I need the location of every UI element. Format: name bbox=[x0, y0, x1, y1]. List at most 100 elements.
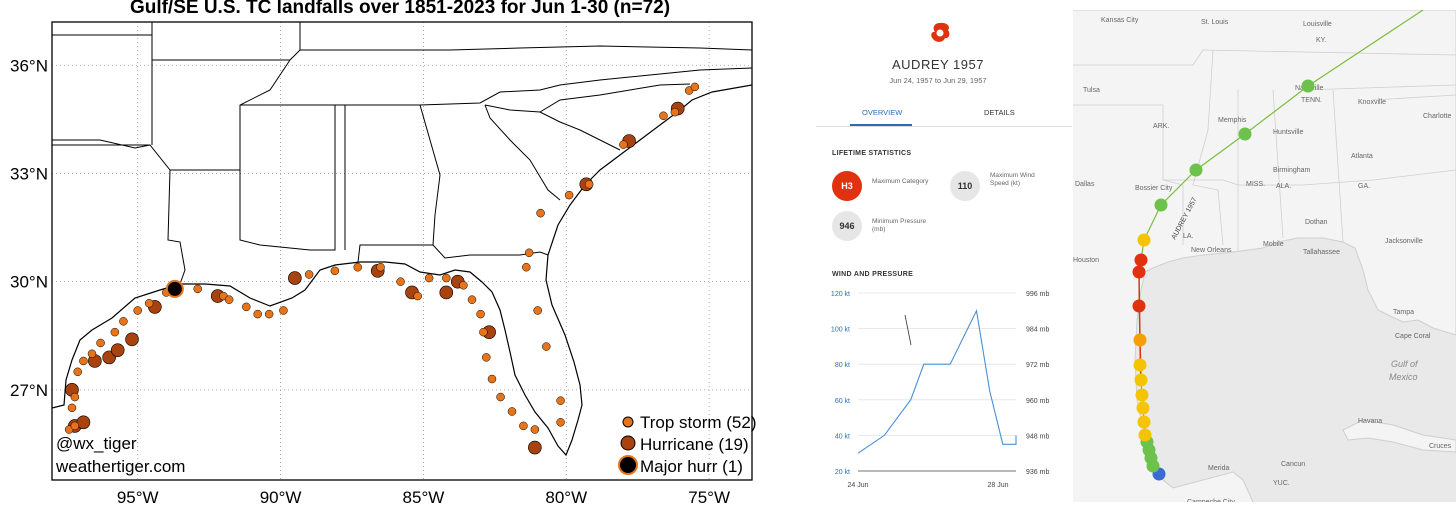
storm-name: AUDREY 1957 bbox=[892, 57, 984, 72]
hurricane-point bbox=[528, 440, 542, 455]
map-place-label: Charlotte bbox=[1423, 113, 1452, 120]
trop-storm-point bbox=[96, 338, 105, 348]
trop-storm-point bbox=[556, 418, 565, 427]
landfall-points bbox=[64, 82, 700, 455]
map-place-label: Birmingham bbox=[1273, 167, 1311, 174]
tab-bar: OVERVIEW DETAILS bbox=[816, 100, 1072, 127]
hurricane-point bbox=[110, 343, 125, 357]
trop-storm-point bbox=[619, 140, 628, 149]
map-place-label: Tulsa bbox=[1083, 87, 1100, 94]
trop-storm-point bbox=[242, 302, 251, 312]
wind-x-label: 24 Jun bbox=[847, 482, 868, 489]
landfall-map-panel: Gulf/SE U.S. TC landfalls over 1851-2023… bbox=[10, 0, 757, 505]
trop-storm-point bbox=[119, 317, 128, 326]
map-place-label: Louisville bbox=[1303, 21, 1332, 28]
pressure-axis-label: 972 mb bbox=[1026, 362, 1049, 369]
trop-storm-point bbox=[507, 407, 517, 416]
land-outline bbox=[52, 22, 752, 457]
trop-storm-point bbox=[413, 291, 422, 301]
trop-storm-point bbox=[556, 396, 565, 405]
lon-tick-label: 75°W bbox=[688, 488, 730, 505]
map-place-label: Jacksonville bbox=[1385, 238, 1423, 245]
trop-storm-point bbox=[330, 266, 340, 276]
track-point bbox=[1136, 401, 1150, 415]
legend-marker-major bbox=[618, 455, 638, 475]
tab-details[interactable]: DETAILS bbox=[984, 108, 1015, 117]
track-point bbox=[1137, 415, 1151, 429]
max-wind-badge: 110 bbox=[950, 171, 980, 201]
trop-storm-point bbox=[479, 327, 488, 337]
state-borders bbox=[1073, 49, 1456, 250]
map-place-label: KY. bbox=[1316, 37, 1326, 44]
lifetime-stats-header: LIFETIME STATISTICS bbox=[832, 150, 912, 157]
lat-tick-label: 36°N bbox=[10, 56, 48, 75]
wind-series-line bbox=[857, 309, 1017, 454]
track-point bbox=[1238, 127, 1252, 141]
map-place-label: Cancun bbox=[1281, 461, 1305, 468]
pressure-axis-label: 948 mb bbox=[1026, 433, 1049, 440]
wind-axis-label: 80 kt bbox=[835, 362, 850, 369]
trop-storm-point bbox=[542, 342, 551, 351]
map-place-label: MISS. bbox=[1246, 181, 1265, 188]
storm-dates: Jun 24, 1957 to Jun 29, 1957 bbox=[889, 76, 987, 85]
lat-tick-label: 27°N bbox=[10, 381, 48, 400]
map-place-label: Gulf of bbox=[1391, 359, 1419, 369]
trop-storm-point bbox=[396, 277, 405, 286]
min-pressure-badge: 946 bbox=[832, 211, 862, 241]
trop-storm-point bbox=[87, 349, 97, 359]
map-place-label: YUC. bbox=[1273, 480, 1290, 487]
track-point bbox=[1134, 373, 1148, 387]
legend-marker-hurricane bbox=[620, 435, 636, 451]
trop-storm-point bbox=[110, 327, 120, 337]
map-place-label: Memphis bbox=[1218, 117, 1247, 124]
chart-title: Gulf/SE U.S. TC landfalls over 1851-2023… bbox=[129, 0, 671, 18]
map-place-label: Houston bbox=[1073, 257, 1099, 264]
lon-tick-label: 95°W bbox=[117, 488, 159, 505]
max-category-label: Maximum Category bbox=[872, 178, 929, 185]
track-point bbox=[1135, 388, 1149, 402]
map-place-label: Kansas City bbox=[1101, 17, 1139, 24]
credit-handle: @wx_tiger bbox=[56, 434, 137, 453]
tab-overview[interactable]: OVERVIEW bbox=[862, 108, 903, 117]
trop-storm-point bbox=[253, 309, 262, 319]
trop-storm-point bbox=[193, 284, 202, 294]
trop-storm-point bbox=[353, 262, 362, 272]
trop-storm-point bbox=[376, 262, 385, 272]
legend-marker-trop-storm bbox=[622, 416, 634, 428]
landfall-map: 95°W 90°W 85°W 80°W 75°W 36°N 33°N 30°N 27°N Tro… bbox=[10, 21, 757, 505]
trop-storm-point bbox=[79, 356, 88, 366]
legend-label-hurricane: Hurricane (19) bbox=[640, 435, 749, 454]
trop-storm-point bbox=[144, 299, 154, 308]
trop-storm-point bbox=[264, 309, 274, 319]
map-place-label: Bossier City bbox=[1135, 185, 1173, 192]
lon-tick-label: 80°W bbox=[545, 488, 587, 505]
map-place-label: New Orleans bbox=[1191, 247, 1232, 254]
trop-storm-point bbox=[524, 248, 534, 258]
map-place-label: Knoxville bbox=[1358, 99, 1386, 106]
map-place-label: St. Louis bbox=[1201, 19, 1229, 26]
wind-pressure-header: WIND AND PRESSURE bbox=[832, 271, 914, 278]
trop-storm-point bbox=[519, 421, 528, 431]
pressure-axis-label: 984 mb bbox=[1026, 327, 1049, 334]
trop-storm-point bbox=[459, 281, 468, 290]
pressure-axis-label: 996 mb bbox=[1026, 291, 1049, 298]
track-point bbox=[1301, 79, 1315, 93]
wind-axis-label: 20 kt bbox=[835, 469, 850, 476]
map-legend: Trop storm (52) Hurricane (19) Major hur… bbox=[618, 413, 757, 476]
trop-storm-point bbox=[496, 392, 505, 402]
trop-storm-point bbox=[424, 273, 434, 283]
wind-axis-label: 60 kt bbox=[835, 398, 850, 405]
trop-storm-point bbox=[304, 270, 314, 279]
track-point bbox=[1133, 358, 1147, 372]
trop-storm-point bbox=[467, 295, 477, 304]
map-place-label: Tallahassee bbox=[1303, 249, 1340, 256]
trop-storm-point bbox=[482, 353, 491, 362]
trop-storm-point bbox=[67, 403, 77, 413]
trop-storm-point bbox=[522, 262, 531, 272]
pressure-axis-label: 960 mb bbox=[1026, 398, 1049, 405]
trop-storm-point bbox=[476, 309, 485, 319]
track-point bbox=[1132, 265, 1146, 279]
map-place-label: Merida bbox=[1208, 465, 1230, 472]
